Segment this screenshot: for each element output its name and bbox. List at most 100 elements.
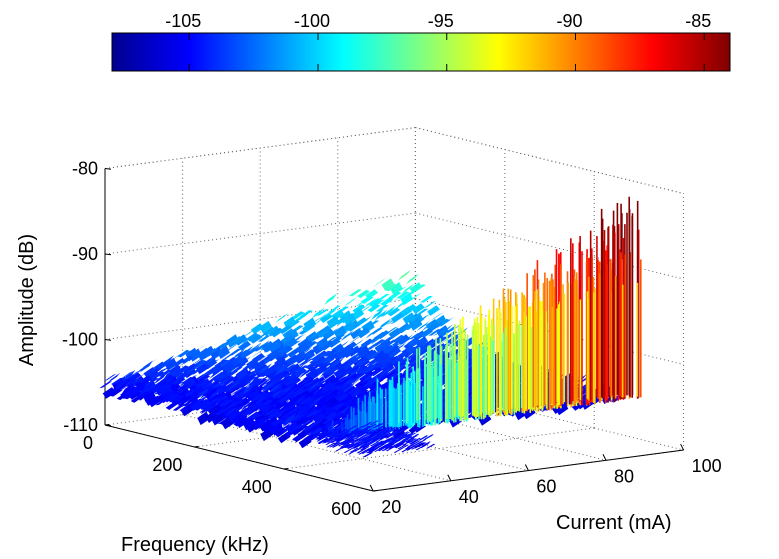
surface-cell <box>178 377 192 388</box>
surface-cell <box>368 448 379 454</box>
surface-cell <box>175 396 188 405</box>
surface-cell <box>341 382 355 395</box>
surface-cell <box>219 351 233 361</box>
surface-cell <box>404 323 418 330</box>
surface-cell <box>263 367 277 376</box>
surface-cell <box>346 387 360 395</box>
surface-cell <box>197 347 210 361</box>
surface-cell <box>285 354 299 366</box>
surface-cell <box>353 324 367 333</box>
surface-cell <box>399 337 412 345</box>
x-tick-label: 600 <box>331 499 361 519</box>
x-tick <box>283 468 288 470</box>
z-axis-label: Amplitude (dB) <box>16 234 38 366</box>
surface-cell <box>109 389 123 397</box>
surface-cell <box>340 330 354 342</box>
surface-cell <box>352 331 366 339</box>
surface-cell <box>352 440 362 445</box>
surface-cell <box>326 315 340 329</box>
surface-cell <box>200 402 214 415</box>
surface-cell <box>325 366 339 376</box>
surface-cell <box>361 448 371 453</box>
surface-cell <box>128 372 142 382</box>
surface-cell <box>342 440 352 446</box>
surface-cell <box>282 415 296 427</box>
surface-cell <box>144 393 158 406</box>
surface-cell <box>376 441 386 447</box>
surface-cell <box>285 421 299 434</box>
surface-cell <box>322 417 335 425</box>
surface-cell <box>250 323 264 335</box>
surface-cell <box>154 387 167 395</box>
surface-cell <box>384 429 394 435</box>
surface-cell <box>369 420 379 426</box>
surface-cell <box>296 341 310 355</box>
surface-cell <box>364 358 377 369</box>
surface-cell <box>193 402 207 411</box>
surface-cell <box>315 313 328 322</box>
surface-cell <box>240 380 254 390</box>
surface-cell <box>264 373 278 384</box>
surface-cell <box>221 399 235 407</box>
surface-cell <box>323 438 333 444</box>
surface-cell <box>215 395 229 404</box>
surface-cell <box>127 386 140 398</box>
surface-cell <box>366 433 376 439</box>
surface-cell <box>376 294 390 301</box>
surface-cell <box>254 417 268 424</box>
surface-cell <box>283 412 297 425</box>
surface-cell <box>330 438 340 444</box>
surface-cell <box>187 379 201 392</box>
surface-cell <box>324 433 334 439</box>
surface-cell <box>253 395 267 407</box>
surface-cell <box>340 430 350 436</box>
surface-cell <box>282 371 296 379</box>
surface-cell <box>162 398 175 408</box>
surface-cell <box>364 297 377 308</box>
surface-cell <box>332 334 346 342</box>
surface-cell <box>318 350 332 358</box>
surface-cell <box>345 442 355 448</box>
surface-cell <box>201 379 215 390</box>
surface-cell <box>382 432 392 438</box>
surface-cell <box>331 357 345 369</box>
surface-cell <box>294 425 307 436</box>
surface-cell <box>284 402 298 412</box>
y-tick <box>524 464 529 471</box>
z-tick-label: -90 <box>72 244 98 264</box>
colorbar-tick-label: -95 <box>428 11 454 31</box>
surface-cell <box>381 446 391 452</box>
box-edge <box>104 127 416 169</box>
surface-cell <box>320 354 334 364</box>
surface-cell <box>278 404 292 413</box>
surface-cell <box>374 341 388 353</box>
surface-cell <box>406 273 419 285</box>
surface-cell <box>183 377 196 390</box>
surface-cell <box>359 340 373 348</box>
surface-cell <box>304 421 318 433</box>
surface-cell <box>332 300 346 309</box>
surface-cell <box>401 435 411 441</box>
surface-cell <box>197 411 210 426</box>
surface-cell <box>327 398 341 409</box>
surface-cell <box>260 343 273 350</box>
surface-cell <box>281 333 294 345</box>
surface-cell <box>437 318 451 327</box>
surface-cell <box>316 309 329 316</box>
surface-cell <box>257 418 271 430</box>
surface-cell <box>381 344 395 356</box>
surface-cell <box>368 298 382 307</box>
surface-cell <box>224 400 237 411</box>
surface-cell <box>316 433 326 439</box>
surface-cell <box>337 441 348 447</box>
surface-cell <box>249 334 263 344</box>
surface-cell <box>345 323 359 333</box>
surface-cell <box>478 413 492 426</box>
surface-cell <box>388 431 398 437</box>
surface-cell <box>364 441 374 447</box>
surface-cell <box>366 357 380 369</box>
surface-cell <box>393 448 403 453</box>
surface-cell <box>355 298 369 307</box>
surface-cell <box>397 444 407 450</box>
surface-cell <box>221 338 235 349</box>
